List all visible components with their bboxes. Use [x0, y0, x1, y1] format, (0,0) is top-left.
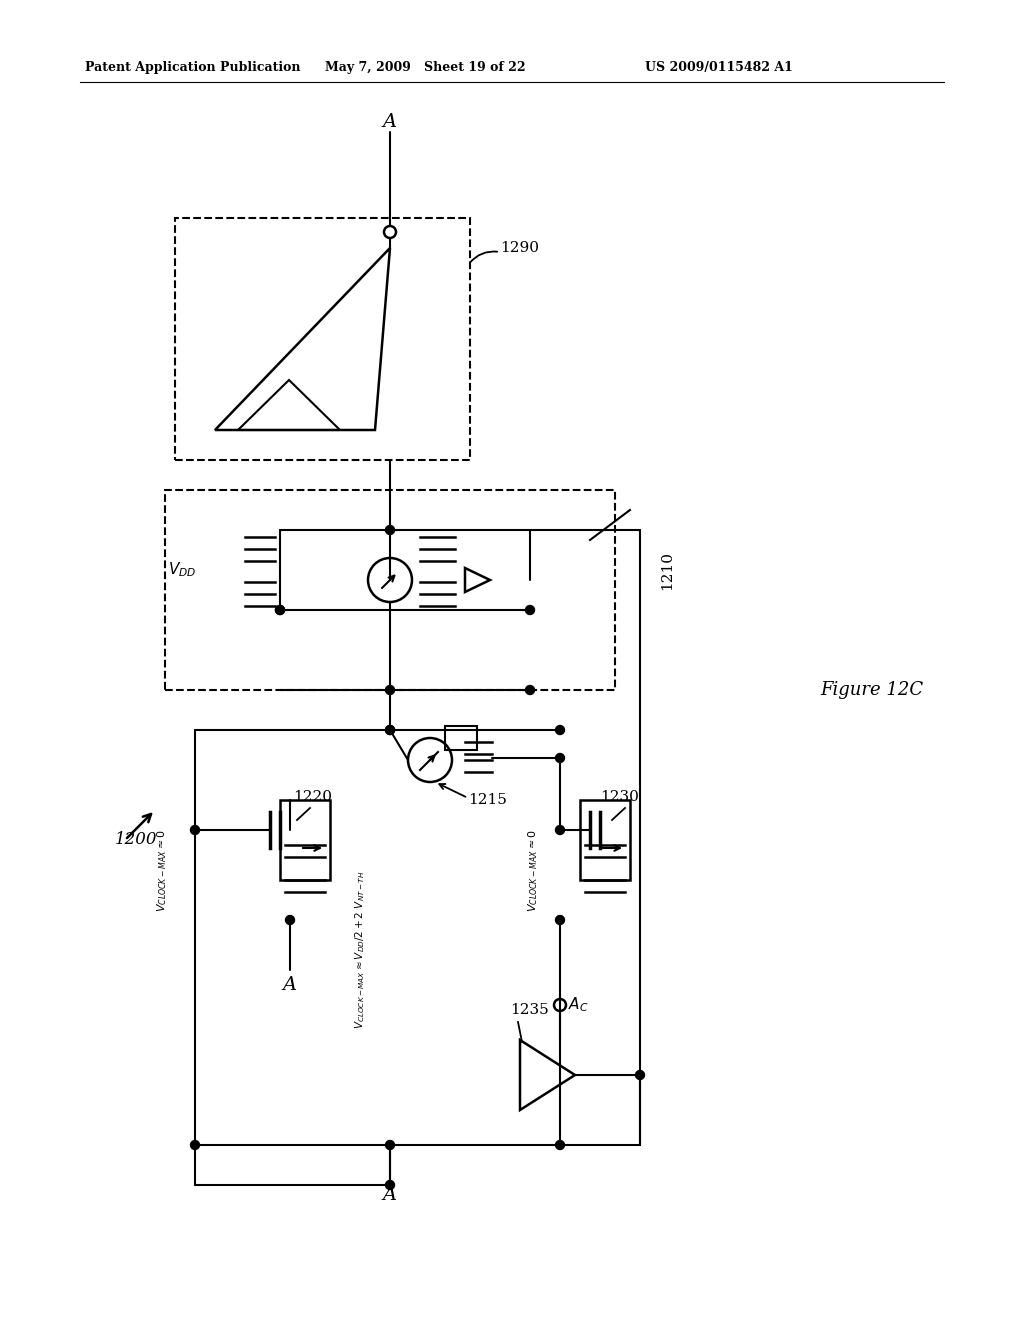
Text: US 2009/0115482 A1: US 2009/0115482 A1	[645, 62, 793, 74]
Circle shape	[555, 754, 564, 763]
Text: A: A	[383, 114, 397, 131]
Text: 1290: 1290	[500, 242, 539, 255]
Text: 1235: 1235	[510, 1003, 549, 1016]
Text: Figure 12C: Figure 12C	[820, 681, 923, 700]
Circle shape	[385, 726, 394, 734]
Text: 1200: 1200	[115, 832, 158, 849]
Text: $V_{CLOCK-MAX}\approx V_{DD}/2+2\ V_{NT-TH}$: $V_{CLOCK-MAX}\approx V_{DD}/2+2\ V_{NT-…	[353, 871, 367, 1030]
Bar	[445, 726, 477, 750]
Circle shape	[275, 606, 285, 615]
Circle shape	[190, 825, 200, 834]
Text: Patent Application Publication: Patent Application Publication	[85, 62, 300, 74]
Text: 1215: 1215	[468, 793, 507, 807]
Text: 1210: 1210	[660, 550, 674, 590]
Circle shape	[555, 916, 564, 924]
Circle shape	[385, 1140, 394, 1150]
Circle shape	[385, 525, 394, 535]
Circle shape	[286, 916, 295, 924]
Text: $V_{DD}$: $V_{DD}$	[168, 561, 197, 579]
Circle shape	[636, 1071, 644, 1080]
Bar	[580, 800, 630, 880]
Circle shape	[190, 1140, 200, 1150]
Bar	[165, 490, 615, 690]
Circle shape	[275, 606, 285, 615]
Circle shape	[525, 685, 535, 694]
Circle shape	[525, 606, 535, 615]
Text: 1230: 1230	[600, 789, 639, 804]
Text: $V_{CLOCK-MAX}\approx 0$: $V_{CLOCK-MAX}\approx 0$	[155, 829, 169, 912]
Text: A: A	[283, 975, 297, 994]
Circle shape	[555, 1140, 564, 1150]
Text: $A_C$: $A_C$	[568, 995, 589, 1014]
Circle shape	[555, 825, 564, 834]
Circle shape	[385, 685, 394, 694]
Text: 1220: 1220	[293, 789, 332, 804]
Text: May 7, 2009   Sheet 19 of 22: May 7, 2009 Sheet 19 of 22	[325, 62, 525, 74]
Text: $V_{CLOCK-MAX}\approx 0$: $V_{CLOCK-MAX}\approx 0$	[526, 829, 540, 912]
Circle shape	[385, 726, 394, 734]
Text: A: A	[383, 1185, 397, 1204]
Bar	[175, 218, 470, 459]
Circle shape	[385, 1180, 394, 1189]
Bar	[280, 800, 330, 880]
Circle shape	[555, 726, 564, 734]
